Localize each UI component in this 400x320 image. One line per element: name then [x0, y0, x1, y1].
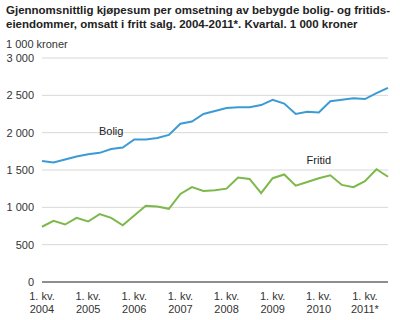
html-text:1 000 kroner: 1 000 kroner	[6, 38, 68, 50]
svg-text:2007: 2007	[168, 303, 192, 315]
svg-text:1. kv.: 1. kv.	[75, 290, 100, 302]
svg-text:3 000: 3 000	[8, 52, 34, 64]
svg-text:1. kv.: 1. kv.	[214, 290, 239, 302]
svg-text:2006: 2006	[122, 303, 146, 315]
svg-text:1 000: 1 000	[8, 201, 34, 213]
svg-text:1. kv.: 1. kv.	[260, 290, 285, 302]
svg-text:1. kv.: 1. kv.	[352, 290, 377, 302]
svg-text:1. kv.: 1. kv.	[122, 290, 147, 302]
svg-text:1. kv.: 1. kv.	[168, 290, 193, 302]
svg-text:500: 500	[16, 239, 34, 251]
svg-text:2008: 2008	[214, 303, 238, 315]
svg-text:1 500: 1 500	[8, 164, 34, 176]
svg-text:2009: 2009	[260, 303, 284, 315]
svg-text:1. kv.: 1. kv.	[306, 290, 331, 302]
svg-text:2004: 2004	[30, 303, 54, 315]
html-text:Gjennomsnittlig kjøpesum per o: Gjennomsnittlig kjøpesum per omsetning a…	[6, 4, 390, 30]
svg-text:2 500: 2 500	[8, 89, 34, 101]
svg-text:1. kv.: 1. kv.	[29, 290, 54, 302]
svg-text:0: 0	[28, 276, 34, 288]
svg-text:Fritid: Fritid	[307, 154, 331, 166]
svg-text:2005: 2005	[76, 303, 100, 315]
svg-text:2 000: 2 000	[8, 127, 34, 139]
svg-text:2011*: 2011*	[351, 303, 380, 315]
svg-text:Bolig: Bolig	[99, 125, 123, 137]
svg-text:2010: 2010	[307, 303, 331, 315]
